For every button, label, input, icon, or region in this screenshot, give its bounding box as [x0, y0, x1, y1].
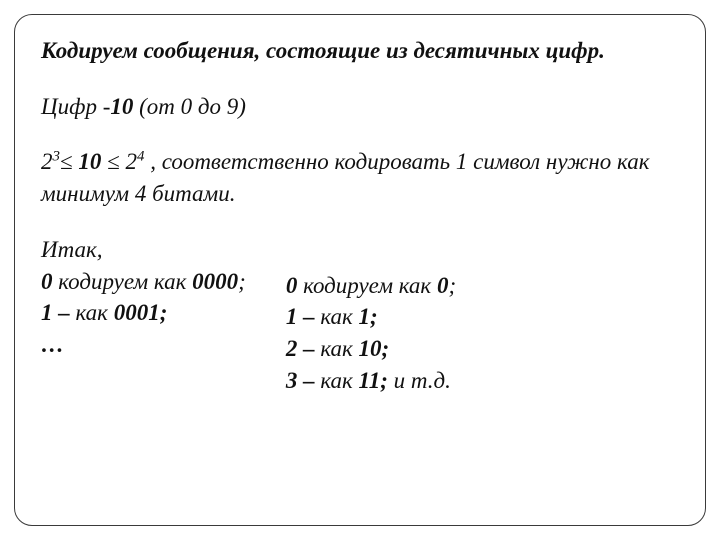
text: как	[320, 336, 358, 361]
le2: ≤ 2	[101, 149, 137, 174]
etc: и т.д.	[388, 368, 451, 393]
digit: 1 –	[41, 300, 76, 325]
ellipsis: …	[41, 329, 246, 361]
text: ;	[238, 269, 246, 294]
text: ;	[448, 273, 456, 298]
digits-count-line: Цифр -10 (от 0 до 9)	[41, 91, 679, 123]
varlen-column: 0 кодируем как 0; 1 – как 1; 2 – как 10;…	[286, 266, 456, 397]
text: (от 0 до 9)	[133, 94, 246, 119]
digit: 1 –	[286, 304, 321, 329]
code: 0001;	[114, 300, 168, 325]
binary4-column: 0 кодируем как 0000; 1 – как 0001; …	[41, 266, 246, 361]
heading: Кодируем сообщения, состоящие из десятич…	[41, 35, 679, 67]
code: 0	[437, 273, 449, 298]
le1: ≤	[60, 149, 78, 174]
digit: 0	[41, 269, 58, 294]
ten: 10	[78, 149, 101, 174]
list-item: 1 – как 0001;	[41, 297, 246, 329]
list-item: 3 – как 11; и т.д.	[286, 365, 456, 397]
so-label: Итак,	[41, 234, 679, 266]
digit: 3 –	[286, 368, 321, 393]
digit: 0	[286, 273, 303, 298]
text: как	[320, 368, 358, 393]
text: как	[76, 300, 114, 325]
list-item: 2 – как 10;	[286, 333, 456, 365]
list-item: 0 кодируем как 0;	[286, 270, 456, 302]
digits-count: 10	[110, 94, 133, 119]
list-item: 1 – как 1;	[286, 301, 456, 333]
text: кодируем как	[58, 269, 192, 294]
digit: 2 –	[286, 336, 321, 361]
text: кодируем как	[303, 273, 437, 298]
code: 0000	[192, 269, 238, 294]
text: как	[320, 304, 358, 329]
encoding-columns: 0 кодируем как 0000; 1 – как 0001; … 0 к…	[41, 266, 679, 397]
exp1: 3	[53, 149, 60, 165]
list-item: 0 кодируем как 0000;	[41, 266, 246, 298]
text: Цифр -	[41, 94, 110, 119]
base1: 2	[41, 149, 53, 174]
inequality-line: 23≤ 10 ≤ 24 , соответственно кодировать …	[41, 146, 679, 209]
code: 1;	[359, 304, 378, 329]
code: 10;	[359, 336, 390, 361]
code: 11;	[359, 368, 388, 393]
slide-card: Кодируем сообщения, состоящие из десятич…	[14, 14, 706, 526]
